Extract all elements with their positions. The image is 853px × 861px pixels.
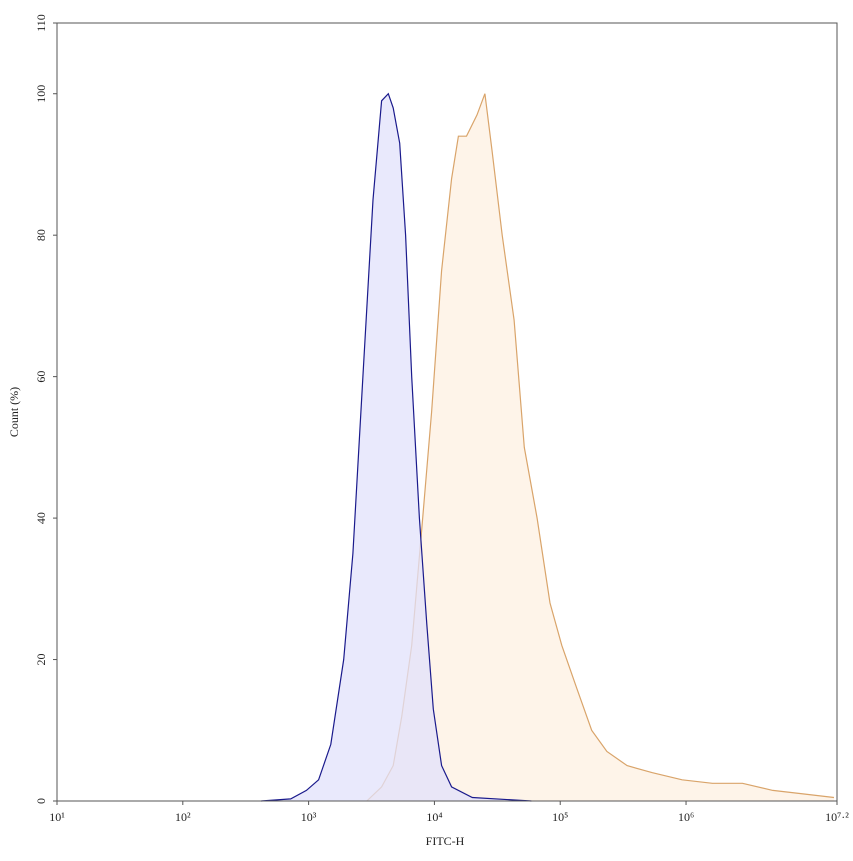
y-tick-label: 100 [34, 85, 48, 103]
y-axis-label: Count (%) [7, 387, 21, 437]
x-tick-label: 10⁶ [678, 810, 694, 824]
x-axis-label: FITC-H [426, 834, 465, 848]
y-tick-label: 40 [34, 512, 48, 524]
y-tick-label: 20 [34, 654, 48, 666]
y-tick-label: 110 [34, 14, 48, 32]
histogram-line [366, 93, 835, 802]
histogram-line [261, 92, 532, 802]
plot-frame [56, 22, 838, 802]
x-tick-label: 10² [175, 810, 191, 824]
x-tick-label: 10⁵ [552, 810, 568, 824]
y-tick-label: 60 [34, 371, 48, 383]
x-tick-label: 10⁷·² [825, 810, 849, 824]
y-tick-label: 0 [34, 798, 48, 804]
y-tick-label: 80 [34, 229, 48, 241]
x-tick-label: 10¹ [49, 810, 65, 824]
x-tick-label: 10³ [301, 810, 317, 824]
x-tick-label: 10⁴ [426, 810, 442, 824]
histogram-fill [366, 93, 834, 801]
histogram-fill [261, 93, 532, 801]
